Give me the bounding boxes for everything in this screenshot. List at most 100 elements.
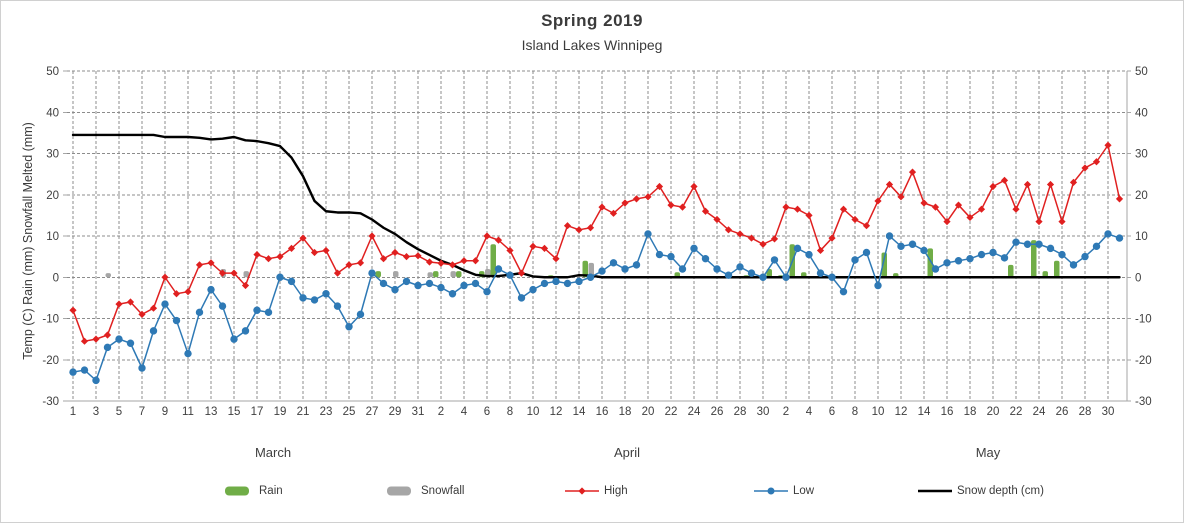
x-tick-label: 8 bbox=[507, 406, 513, 418]
low-marker bbox=[92, 376, 100, 385]
rain-bar bbox=[1008, 264, 1014, 278]
high-marker bbox=[540, 244, 549, 252]
high-marker bbox=[966, 213, 974, 222]
high-marker bbox=[1104, 141, 1112, 149]
high-marker bbox=[747, 234, 756, 242]
legend-label: High bbox=[604, 485, 628, 497]
low-marker bbox=[667, 252, 675, 261]
y-tick-label: -30 bbox=[42, 396, 59, 408]
x-tick-label: 6 bbox=[484, 406, 490, 418]
low-marker bbox=[276, 273, 284, 281]
low-marker bbox=[1000, 254, 1009, 262]
snowfall-bar bbox=[243, 271, 249, 278]
y-tick-label: 40 bbox=[1135, 107, 1148, 119]
rain-bar bbox=[1042, 271, 1048, 278]
high-marker bbox=[253, 250, 261, 259]
high-marker bbox=[885, 180, 894, 189]
high-marker bbox=[460, 257, 468, 265]
high-marker bbox=[724, 226, 733, 234]
x-tick-label: 14 bbox=[918, 406, 931, 418]
x-tick-label: 4 bbox=[806, 406, 813, 418]
low-marker bbox=[218, 302, 227, 310]
high-marker bbox=[989, 182, 997, 191]
low-marker bbox=[207, 285, 215, 294]
high-marker bbox=[1081, 164, 1089, 172]
legend-line-swatch bbox=[918, 489, 952, 493]
high-marker bbox=[92, 335, 100, 343]
low-marker bbox=[1104, 230, 1112, 238]
x-tick-label: 2 bbox=[783, 406, 789, 418]
low-marker bbox=[287, 277, 296, 286]
x-tick-label: 26 bbox=[1056, 406, 1069, 418]
legend-item-low[interactable]: Low bbox=[753, 485, 814, 497]
high-marker bbox=[494, 236, 503, 244]
low-marker bbox=[793, 244, 802, 253]
high-marker bbox=[701, 207, 710, 215]
legend-item-snowfall[interactable]: Snowfall bbox=[381, 485, 464, 497]
x-tick-label: 28 bbox=[1079, 406, 1092, 418]
x-tick-label: 16 bbox=[941, 406, 954, 418]
y-tick-label: 0 bbox=[53, 272, 59, 284]
low-marker bbox=[115, 335, 123, 343]
low-marker bbox=[724, 271, 733, 279]
low-marker bbox=[943, 259, 951, 267]
low-marker bbox=[402, 277, 411, 286]
high-marker bbox=[1035, 217, 1043, 226]
high-marker bbox=[264, 255, 273, 263]
legend-bar-swatch bbox=[225, 486, 249, 496]
high-marker bbox=[874, 197, 882, 205]
x-tick-label: 30 bbox=[1102, 406, 1115, 418]
low-marker bbox=[632, 261, 641, 269]
snow-depth-series bbox=[71, 133, 1121, 279]
low-marker bbox=[1092, 242, 1101, 251]
low-marker bbox=[851, 256, 859, 264]
snowfall-bar bbox=[427, 272, 433, 278]
rain-bar bbox=[1031, 240, 1037, 278]
low-marker bbox=[379, 279, 388, 288]
high-marker bbox=[897, 193, 905, 201]
high-marker bbox=[184, 288, 192, 296]
snowfall-bar bbox=[105, 273, 111, 278]
low-marker bbox=[598, 267, 606, 275]
low-marker bbox=[126, 339, 135, 347]
x-tick-label: 24 bbox=[688, 406, 701, 418]
high-marker bbox=[195, 261, 204, 269]
y-tick-label: -10 bbox=[1135, 314, 1152, 326]
high-marker bbox=[138, 310, 146, 318]
x-tick-label: 31 bbox=[412, 406, 425, 418]
high-marker bbox=[1069, 178, 1078, 186]
legend-line-swatch bbox=[754, 487, 788, 495]
low-marker bbox=[678, 265, 687, 273]
low-marker bbox=[149, 327, 158, 335]
y-tick-label: -20 bbox=[1135, 355, 1152, 367]
y-axis-labels-right: 50 40 30 20 10 0 -10 -20 -30 bbox=[1135, 66, 1152, 408]
legend-item-rain[interactable]: Rain bbox=[219, 485, 283, 497]
x-tick-label: 19 bbox=[274, 406, 287, 418]
legend-bar-swatch bbox=[387, 486, 411, 496]
low-marker bbox=[908, 240, 917, 248]
legend-item-high[interactable]: High bbox=[564, 485, 628, 497]
high-marker bbox=[356, 259, 365, 267]
y-tick-label: -10 bbox=[42, 314, 59, 326]
x-tick-label: 6 bbox=[829, 406, 835, 418]
low-marker bbox=[609, 259, 618, 267]
x-tick-labels: 1 3 5 7 9 11 13 15 17 19 21 23 25 27 29 31 2 4 6 8 10 12 14 16 1… bbox=[70, 406, 1115, 418]
x-tick-label: 7 bbox=[139, 406, 145, 418]
low-series bbox=[69, 230, 1124, 385]
low-marker bbox=[103, 343, 112, 352]
x-tick-label: 29 bbox=[389, 406, 402, 418]
y-tick-label: -20 bbox=[42, 355, 59, 367]
low-marker bbox=[425, 279, 434, 288]
low-marker bbox=[368, 269, 376, 277]
high-marker bbox=[954, 201, 963, 209]
low-marker bbox=[897, 242, 905, 251]
low-marker bbox=[770, 256, 779, 264]
low-marker bbox=[69, 368, 77, 376]
legend-item-snow-depth-cm[interactable]: Snow depth (cm) bbox=[917, 485, 1044, 497]
snow-depth-line bbox=[71, 133, 1121, 279]
high-marker bbox=[483, 232, 491, 240]
rain-bar bbox=[801, 272, 807, 278]
x-tick-label: 18 bbox=[619, 406, 632, 418]
month-label: May bbox=[976, 445, 1001, 460]
high-marker bbox=[598, 203, 606, 211]
